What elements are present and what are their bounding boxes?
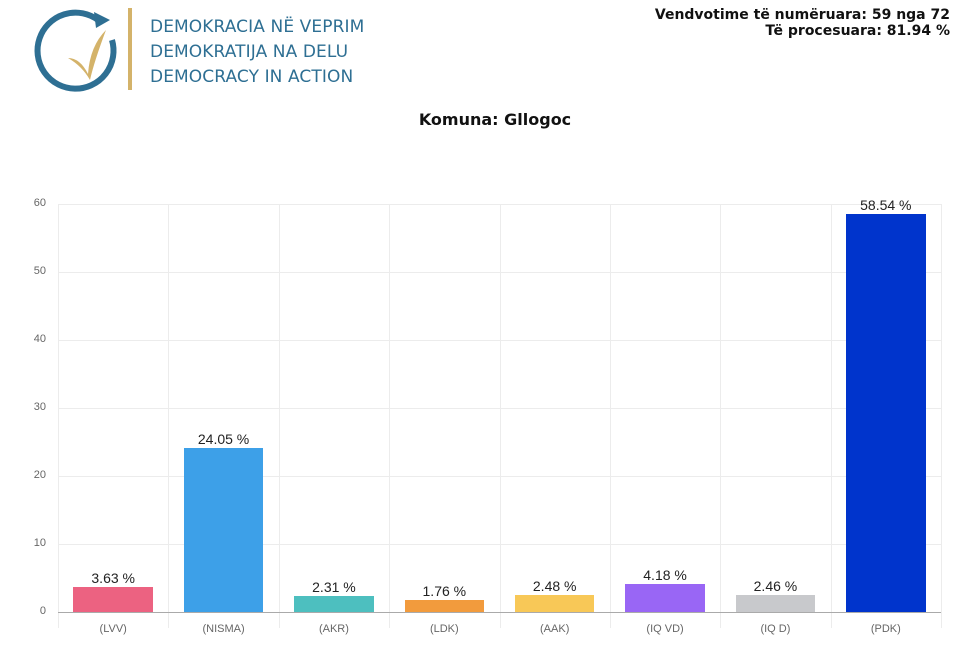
x-tick-label: (AAK) [540,623,570,635]
bar-value-label: 2.46 % [753,578,798,595]
bar-ldk[interactable] [404,600,485,612]
bar-lvv[interactable] [73,587,153,612]
bar-value-label: 24.05 % [197,431,250,448]
x-tick-label: (PDK) [870,623,901,635]
status-panel: Vendvotime të numëruara: 59 nga 72 Të pr… [655,7,950,39]
x-tick-label: (AKR) [318,623,349,635]
bar-value-label: 2.31 % [312,579,356,596]
bar-nisma[interactable] [183,448,264,612]
gridline-vertical [168,204,170,628]
gridline-vertical [609,204,611,628]
logo-text: DEMOKRACIA NË VEPRIM DEMOKRATIJA NA DELU… [150,15,364,90]
y-tick-label: 50 [33,265,46,277]
gridline-vertical [389,204,391,628]
chart-title: Komuna: Gllogoc [418,110,572,129]
y-tick-label: 10 [33,537,46,549]
x-tick-label: (LDK) [429,623,459,635]
gridline-vertical [58,204,59,628]
bar-value-label: 58.54 % [860,196,912,213]
processed-percent: Të procesuara: 81.94 % [765,23,950,39]
x-axis [58,612,941,613]
gridline-vertical [499,204,501,628]
logo [28,6,128,96]
gridline-vertical [278,204,280,628]
x-tick-label: (IQ VD) [646,623,684,635]
y-tick-label: 30 [33,401,46,413]
x-tick-label: (NISMA) [202,623,245,635]
gridline-vertical [720,204,722,628]
counted-stations: Vendvotime të numëruara: 59 nga 72 [654,7,950,23]
bar-value-label: 2.48 % [532,578,577,595]
bar-value-label: 4.18 % [643,566,687,583]
y-tick-label: 60 [33,197,46,209]
circular-arrow-checkmark-icon [34,9,117,92]
x-tick-label: (IQ D) [760,623,791,635]
bar-iqvd[interactable] [625,583,705,612]
x-tick-label: (LVV) [99,623,127,635]
bar-value-label: 3.63 % [91,570,135,587]
y-tick-label: 0 [39,605,46,617]
bar-akr[interactable] [294,596,374,612]
gridline-vertical [830,204,832,628]
logo-line-albanian: DEMOKRACIA NË VEPRIM [150,17,365,37]
bar-iqd[interactable] [735,595,816,612]
bar-aak[interactable] [514,595,595,612]
logo-line-serbian: DEMOKRATIJA NA DELU [150,42,349,62]
y-tick-label: 20 [33,469,46,481]
bar-pdk[interactable] [846,213,926,612]
logo-divider [128,8,132,90]
logo-line-english: DEMOCRACY IN ACTION [150,67,354,87]
bar-value-label: 1.76 % [422,583,467,600]
y-tick-label: 40 [33,333,46,345]
gridline-vertical [941,204,942,628]
